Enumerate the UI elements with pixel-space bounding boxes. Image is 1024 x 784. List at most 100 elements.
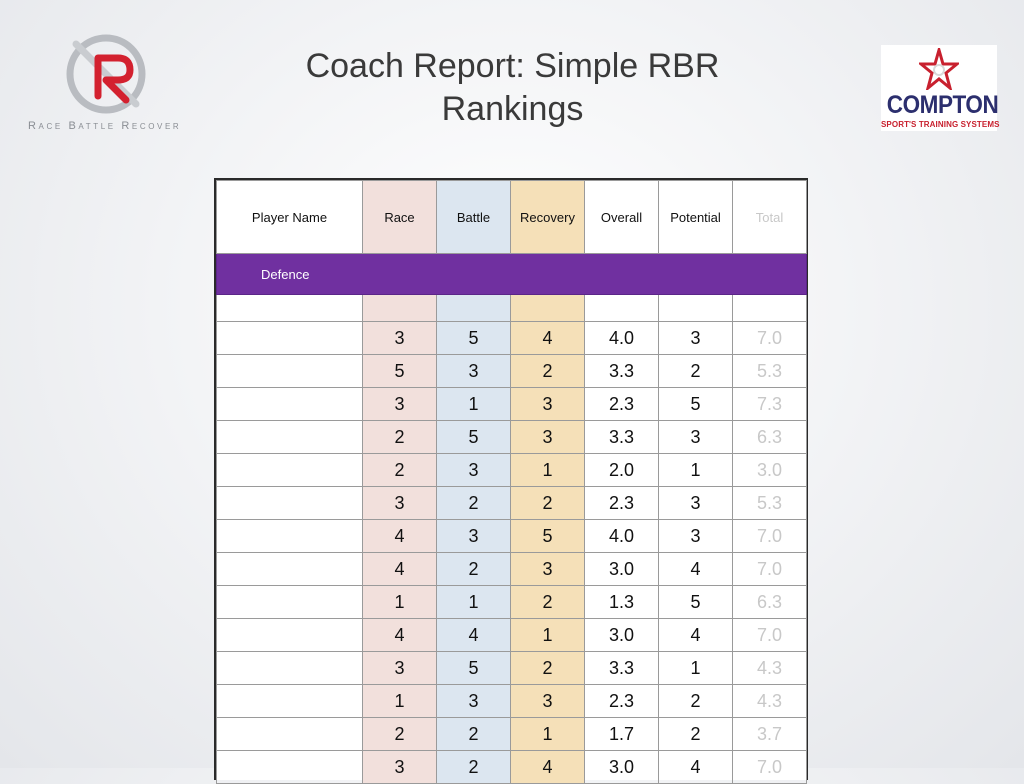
overall-cell: 3.0 [584, 618, 659, 652]
table-row: 3 5 4 4.0 3 7.0 [216, 321, 807, 355]
battle-cell: 3 [436, 354, 511, 388]
col-header-overall: Overall [584, 180, 659, 254]
potential-cell: 3 [658, 420, 733, 454]
overall-cell: 3.3 [584, 420, 659, 454]
race-cell: 2 [362, 453, 437, 487]
race-cell: 1 [362, 684, 437, 718]
recovery-cell: 2 [510, 585, 585, 619]
potential-cell: 3 [658, 321, 733, 355]
battle-cell: 2 [436, 552, 511, 586]
total-cell: 7.0 [732, 750, 807, 784]
race-cell: 4 [362, 618, 437, 652]
battle-cell: 3 [436, 519, 511, 553]
spacer-row [216, 294, 807, 322]
battle-cell: 4 [436, 618, 511, 652]
total-cell: 4.3 [732, 651, 807, 685]
recovery-cell: 4 [510, 750, 585, 784]
spacer-cell [732, 294, 807, 322]
table-row: 3 5 2 3.3 1 4.3 [216, 651, 807, 685]
race-cell: 2 [362, 717, 437, 751]
potential-cell: 1 [658, 651, 733, 685]
rbr-logo-icon [66, 34, 146, 114]
spacer-cell [658, 294, 733, 322]
section-label-defence: Defence [216, 253, 807, 295]
table-row: 4 3 5 4.0 3 7.0 [216, 519, 807, 553]
recovery-cell: 1 [510, 717, 585, 751]
recovery-cell: 1 [510, 453, 585, 487]
player-name-cell [216, 651, 363, 685]
page-title: Coach Report: Simple RBR Rankings [305, 47, 720, 128]
player-name-cell [216, 486, 363, 520]
recovery-cell: 2 [510, 651, 585, 685]
battle-cell: 1 [436, 387, 511, 421]
rankings-table: Player Name Race Battle Recovery Overall… [214, 178, 808, 784]
race-cell: 3 [362, 321, 437, 355]
recovery-cell: 3 [510, 420, 585, 454]
player-name-cell [216, 387, 363, 421]
spacer-cell [584, 294, 659, 322]
section-row: Defence [216, 253, 807, 295]
player-name-cell [216, 585, 363, 619]
total-cell: 3.0 [732, 453, 807, 487]
overall-cell: 1.3 [584, 585, 659, 619]
race-cell: 4 [362, 552, 437, 586]
recovery-cell: 4 [510, 321, 585, 355]
race-cell: 3 [362, 651, 437, 685]
col-header-potential: Potential [658, 180, 733, 254]
battle-cell: 1 [436, 585, 511, 619]
total-cell: 5.3 [732, 486, 807, 520]
overall-cell: 2.3 [584, 387, 659, 421]
overall-cell: 2.3 [584, 684, 659, 718]
player-name-cell [216, 420, 363, 454]
overall-cell: 4.0 [584, 519, 659, 553]
battle-cell: 5 [436, 651, 511, 685]
recovery-cell: 3 [510, 552, 585, 586]
potential-cell: 4 [658, 618, 733, 652]
race-cell: 5 [362, 354, 437, 388]
overall-cell: 3.3 [584, 651, 659, 685]
table-row: 4 2 3 3.0 4 7.0 [216, 552, 807, 586]
potential-cell: 4 [658, 750, 733, 784]
overall-cell: 3.0 [584, 750, 659, 784]
player-name-cell [216, 618, 363, 652]
table-row: 4 4 1 3.0 4 7.0 [216, 618, 807, 652]
table-row: 2 3 1 2.0 1 3.0 [216, 453, 807, 487]
col-header-battle: Battle [436, 180, 511, 254]
race-cell: 3 [362, 750, 437, 784]
potential-cell: 2 [658, 354, 733, 388]
compton-brand: COMPTON [886, 91, 999, 119]
battle-cell: 2 [436, 486, 511, 520]
player-name-cell [216, 750, 363, 784]
potential-cell: 2 [658, 717, 733, 751]
player-name-cell [216, 552, 363, 586]
total-cell: 7.3 [732, 387, 807, 421]
player-name-cell [216, 453, 363, 487]
total-cell: 7.0 [732, 618, 807, 652]
total-cell: 6.3 [732, 420, 807, 454]
table-row: 1 1 2 1.3 5 6.3 [216, 585, 807, 619]
battle-cell: 3 [436, 684, 511, 718]
total-cell: 4.3 [732, 684, 807, 718]
col-header-recovery: Recovery [510, 180, 585, 254]
overall-cell: 3.0 [584, 552, 659, 586]
player-name-cell [216, 684, 363, 718]
race-cell: 4 [362, 519, 437, 553]
battle-cell: 2 [436, 750, 511, 784]
race-cell: 3 [362, 486, 437, 520]
total-cell: 7.0 [732, 519, 807, 553]
table-row: 3 2 4 3.0 4 7.0 [216, 750, 807, 784]
overall-cell: 2.3 [584, 486, 659, 520]
table-row: 3 1 3 2.3 5 7.3 [216, 387, 807, 421]
overall-cell: 4.0 [584, 321, 659, 355]
potential-cell: 3 [658, 519, 733, 553]
player-name-cell [216, 519, 363, 553]
total-cell: 7.0 [732, 321, 807, 355]
player-name-cell [216, 321, 363, 355]
potential-cell: 5 [658, 387, 733, 421]
star-icon [919, 48, 959, 90]
battle-cell: 5 [436, 321, 511, 355]
col-header-race: Race [362, 180, 437, 254]
recovery-cell: 5 [510, 519, 585, 553]
recovery-cell: 1 [510, 618, 585, 652]
table-row: 3 2 2 2.3 3 5.3 [216, 486, 807, 520]
